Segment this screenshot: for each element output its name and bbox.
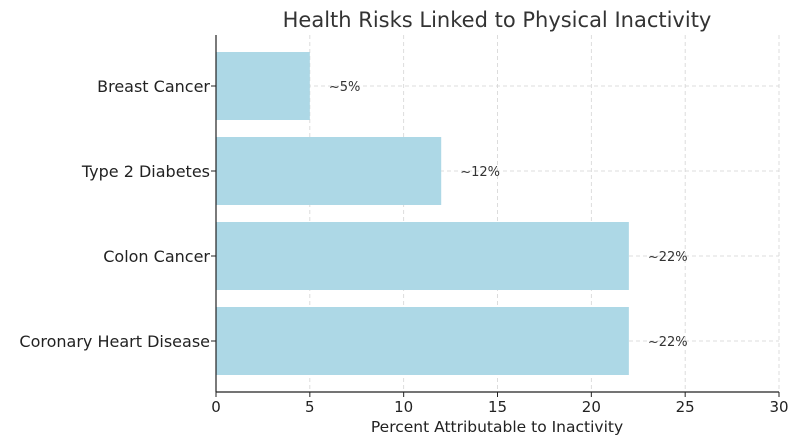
category-label: Coronary Heart Disease [19, 332, 210, 351]
data-labels-layer: ~22% ~22% ~12% ~5% [329, 80, 688, 350]
category-label: Type 2 Diabetes [81, 162, 210, 181]
chart-title: Health Risks Linked to Physical Inactivi… [283, 8, 712, 32]
x-ticks-layer: 0 5 10 15 20 25 30 [211, 85, 789, 416]
x-tick-label: 30 [769, 398, 788, 416]
bars-layer [216, 52, 629, 375]
x-axis-label: Percent Attributable to Inactivity [371, 418, 623, 436]
category-label: Breast Cancer [97, 77, 210, 96]
x-tick-label: 25 [676, 398, 695, 416]
x-tick-label: 10 [394, 398, 413, 416]
bar [216, 137, 442, 205]
bar-data-label: ~12% [460, 165, 500, 180]
category-label: Colon Cancer [103, 247, 210, 266]
bar-data-label: ~22% [648, 335, 688, 350]
bar-data-label: ~5% [329, 80, 361, 95]
bar [216, 52, 310, 120]
x-tick-label: 5 [305, 398, 315, 416]
bar [216, 307, 629, 375]
bar-data-label: ~22% [648, 250, 688, 265]
x-tick-label: 0 [211, 398, 221, 416]
x-tick-label: 20 [582, 398, 601, 416]
x-tick-label: 15 [488, 398, 507, 416]
category-labels-layer: Coronary Heart Disease Colon Cancer Type 2… [19, 77, 210, 351]
bar [216, 222, 629, 290]
